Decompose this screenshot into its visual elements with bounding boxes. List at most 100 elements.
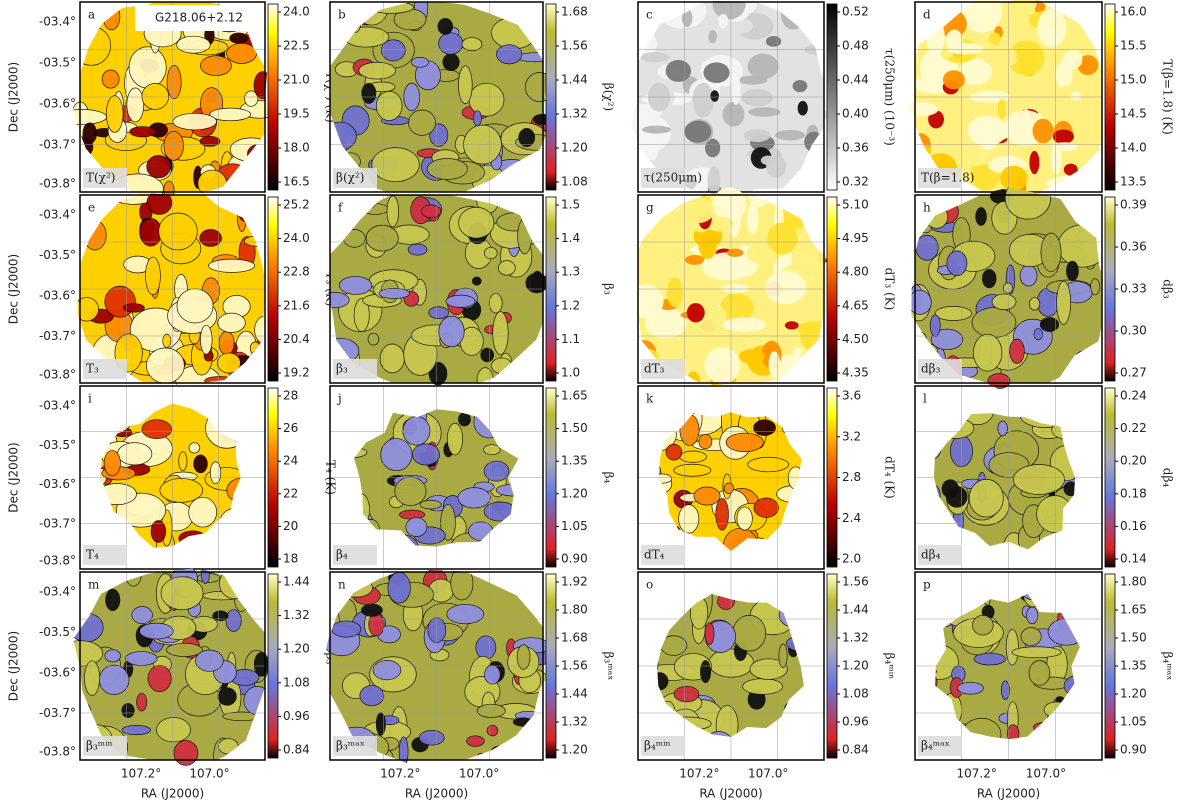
- map-blob: [375, 712, 386, 736]
- map-blob: [526, 461, 535, 476]
- colorbar-tick-label: 0.24: [1120, 389, 1147, 403]
- colorbar-tick-label: 24.0: [283, 231, 310, 245]
- colorbar-tick-label: 0.18: [1120, 486, 1147, 500]
- map-blob: [350, 5, 362, 33]
- map-blob: [176, 288, 214, 324]
- panel-letter: e: [88, 201, 95, 215]
- map-blob: [100, 432, 112, 447]
- map-blob: [338, 276, 373, 295]
- map-blob: [630, 509, 647, 533]
- colorbar: [267, 573, 279, 759]
- map-blob: [125, 651, 158, 666]
- map-blob: [234, 589, 249, 612]
- map-blob: [766, 154, 787, 178]
- colorbar-tick-label: 2.8: [842, 470, 861, 484]
- map-blob: [658, 473, 673, 484]
- map-blob: [683, 412, 702, 415]
- map-blob: [935, 593, 955, 596]
- map-blob: [102, 3, 121, 31]
- ra-tick-label: 107.2°: [957, 767, 997, 781]
- map-blob: [788, 702, 804, 732]
- map-blob: [741, 88, 773, 107]
- map-blob: [526, 360, 536, 389]
- map-blob: [1089, 613, 1100, 622]
- map-blob: [384, 534, 420, 547]
- panel-frame: [637, 194, 825, 384]
- map-blob: [686, 303, 705, 323]
- map-blob: [343, 229, 366, 248]
- map-blob: [1043, 701, 1070, 719]
- map-blob: [915, 234, 939, 261]
- map-blob: [973, 333, 1003, 372]
- colorbar-tick-label: 1.20: [283, 642, 310, 656]
- colorbar-tick-label: 21.0: [283, 73, 310, 87]
- map-blob: [743, 129, 771, 142]
- map-blob: [989, 737, 1003, 740]
- colorbar-tick-label: 0.32: [842, 175, 869, 189]
- map-blob: [972, 614, 994, 636]
- colorbar-tick-label: 24: [283, 454, 298, 468]
- map-blob: [471, 276, 482, 286]
- map-blob: [468, 82, 505, 117]
- map-blob: [421, 204, 442, 218]
- map-blob: [723, 482, 734, 494]
- panel-label-bg: [333, 168, 377, 188]
- colorbar: [545, 387, 557, 568]
- colorbar: [826, 3, 838, 191]
- colorbar: [267, 196, 279, 382]
- map-blob: [1066, 260, 1079, 282]
- panel-label-bg: [333, 545, 377, 565]
- colorbar-tick-label: 0.22: [1120, 421, 1147, 435]
- map-blob: [679, 450, 707, 463]
- map-blob: [387, 571, 411, 604]
- map-blob: [219, 507, 241, 536]
- panel-label: β₃: [336, 362, 348, 376]
- map-blob: [764, 389, 800, 397]
- map-blob: [178, 451, 188, 471]
- map-blob: [105, 95, 124, 133]
- panel-frame: [79, 571, 266, 761]
- dec-tick-label: -03.8°: [39, 745, 76, 759]
- map-blob: [683, 174, 697, 190]
- dec-label: Dec (J2000): [7, 254, 21, 324]
- map-blob: [531, 530, 541, 550]
- colorbar-tick-label: 1.80: [561, 603, 588, 617]
- map-blob: [458, 65, 473, 105]
- dec-tick-label: -03.7°: [39, 138, 76, 152]
- colorbar-label: dT₃ (K): [883, 268, 897, 311]
- map-blob: [458, 206, 495, 239]
- map-blob: [935, 720, 946, 733]
- map-blob: [784, 321, 799, 330]
- colorbar-tick-label: 0.96: [283, 709, 310, 723]
- panel-label-bg: [918, 545, 962, 565]
- map-blob: [249, 341, 261, 355]
- colorbar: [1104, 3, 1116, 191]
- colorbar: [826, 196, 838, 382]
- map-blob: [693, 486, 721, 506]
- dec-tick-label: -03.4°: [39, 15, 76, 29]
- map-blob: [786, 635, 804, 652]
- map-blob: [949, 435, 973, 468]
- map-blob: [665, 443, 683, 461]
- map-blob: [209, 461, 222, 485]
- map-blob: [516, 644, 531, 670]
- map-blob: [225, 409, 241, 436]
- map-blob: [156, 717, 191, 743]
- colorbar-tick-label: 0.52: [842, 5, 869, 19]
- ra-tick-label: 107.0°: [459, 767, 499, 781]
- map-blob: [935, 671, 938, 694]
- map-blob: [1039, 317, 1060, 332]
- map-blob: [645, 569, 666, 577]
- colorbar-tick-label: 1.3: [561, 265, 580, 279]
- map-blob: [226, 477, 241, 504]
- colorbar-tick-label: 14.0: [1120, 141, 1147, 155]
- colorbar-tick-label: 1.35: [561, 454, 588, 468]
- map-blob: [1054, 738, 1074, 740]
- map-blob: [380, 438, 413, 472]
- ra-tick-label: 107.0°: [748, 767, 788, 781]
- map-blob: [753, 497, 779, 518]
- colorbar-tick-label: 15.5: [1120, 39, 1147, 53]
- map-blob: [1081, 9, 1104, 34]
- map-blob: [981, 269, 997, 289]
- map-blob: [1051, 540, 1076, 550]
